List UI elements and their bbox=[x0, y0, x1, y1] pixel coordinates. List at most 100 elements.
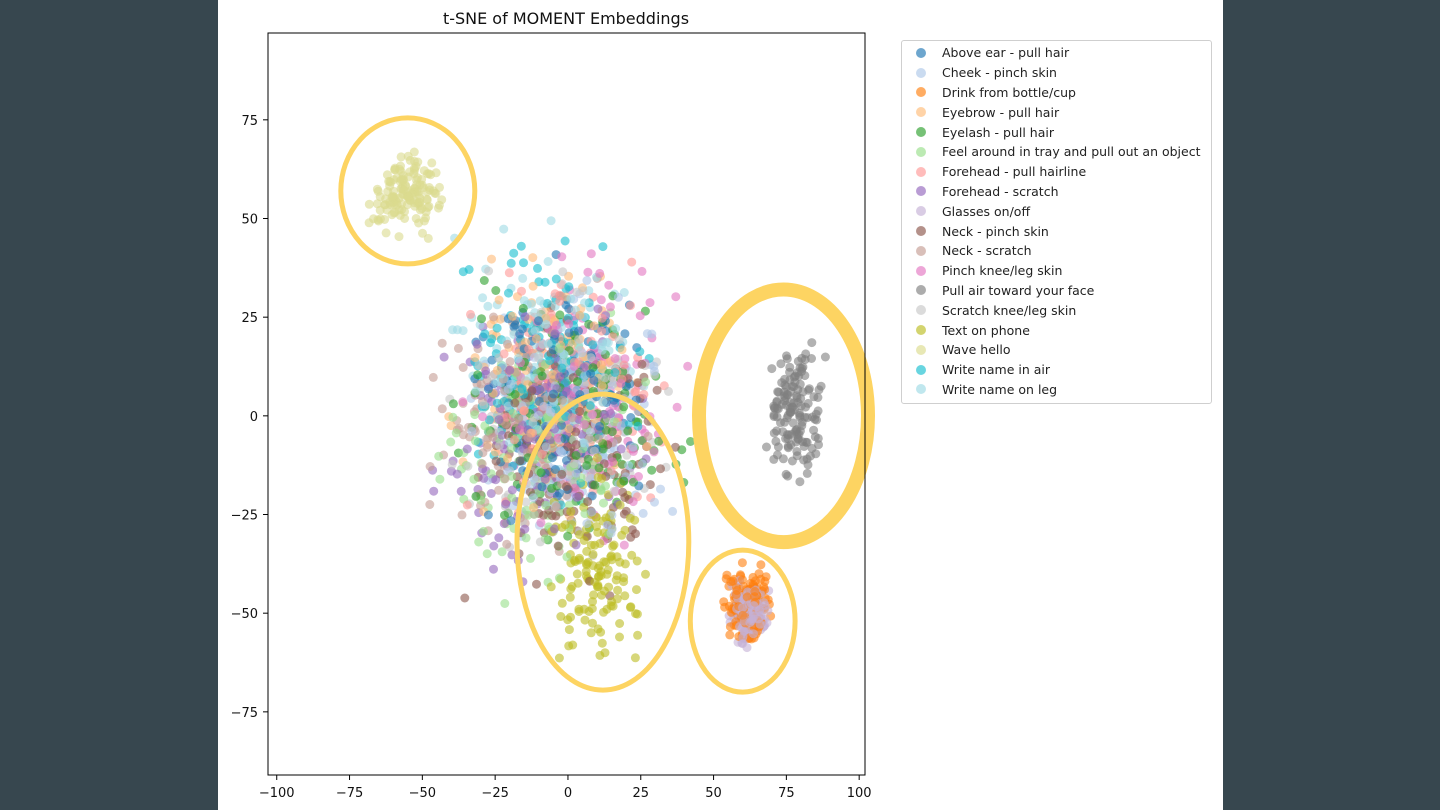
data-point bbox=[414, 197, 424, 207]
data-point bbox=[492, 365, 502, 375]
legend-marker bbox=[916, 265, 926, 276]
data-point bbox=[725, 630, 735, 640]
data-point bbox=[628, 497, 638, 507]
data-point bbox=[586, 353, 596, 363]
data-point bbox=[809, 425, 819, 435]
figure: t-SNE of MOMENT Embeddings −100 −75 −50 −25… bbox=[218, 0, 1223, 810]
data-point bbox=[425, 462, 435, 471]
data-point bbox=[621, 506, 631, 516]
data-point bbox=[627, 525, 637, 535]
data-point bbox=[633, 378, 643, 388]
data-point bbox=[364, 199, 374, 209]
data-point bbox=[566, 294, 576, 304]
data-point bbox=[535, 537, 545, 547]
data-point bbox=[537, 449, 547, 459]
data-point bbox=[742, 592, 752, 602]
data-point bbox=[550, 329, 560, 339]
data-point bbox=[772, 396, 782, 406]
data-point bbox=[506, 258, 516, 268]
data-point bbox=[642, 442, 652, 451]
data-point bbox=[521, 497, 531, 507]
data-point bbox=[504, 288, 513, 298]
data-point bbox=[557, 252, 567, 262]
data-point bbox=[472, 339, 482, 349]
data-point bbox=[501, 499, 511, 509]
data-point bbox=[502, 539, 512, 549]
legend-item: Scratch knee/leg skin bbox=[902, 300, 1211, 320]
data-point bbox=[579, 363, 589, 372]
data-point bbox=[774, 387, 784, 397]
data-point bbox=[606, 466, 616, 476]
data-point bbox=[548, 369, 558, 379]
data-point bbox=[382, 205, 392, 215]
data-point bbox=[627, 257, 637, 267]
data-point bbox=[549, 389, 558, 399]
data-point bbox=[632, 585, 641, 595]
data-point bbox=[479, 526, 488, 536]
x-tick-label: 25 bbox=[632, 786, 649, 801]
legend-label: Above ear - pull hair bbox=[942, 45, 1070, 61]
data-point bbox=[491, 286, 501, 295]
axes: −100 −75 −50 −25 0 25 50 75 100 −75 −50 −25 0 25 50 75 bbox=[231, 114, 872, 801]
data-point bbox=[807, 338, 817, 348]
data-point bbox=[539, 401, 549, 411]
data-point bbox=[467, 426, 477, 436]
data-point bbox=[641, 569, 650, 579]
data-point bbox=[597, 381, 607, 391]
legend-item: Wave hello bbox=[902, 340, 1211, 360]
data-point bbox=[579, 536, 589, 545]
data-point bbox=[478, 293, 488, 303]
y-tick-label: 0 bbox=[250, 410, 258, 425]
data-point bbox=[524, 344, 534, 354]
data-point bbox=[380, 215, 390, 224]
data-point bbox=[820, 352, 830, 362]
data-point bbox=[389, 175, 399, 185]
legend-marker bbox=[916, 325, 926, 336]
data-point bbox=[803, 413, 812, 423]
data-point bbox=[724, 601, 734, 611]
data-point bbox=[566, 507, 576, 517]
data-point bbox=[503, 339, 512, 349]
data-point bbox=[550, 289, 560, 299]
data-point bbox=[600, 373, 610, 383]
data-point bbox=[811, 449, 821, 459]
data-point bbox=[809, 392, 819, 402]
data-point bbox=[577, 348, 587, 358]
data-point bbox=[487, 334, 497, 344]
data-point bbox=[632, 609, 642, 619]
data-point bbox=[451, 428, 461, 438]
data-point bbox=[596, 295, 606, 305]
data-point bbox=[423, 203, 433, 212]
data-point bbox=[570, 483, 580, 493]
legend-marker bbox=[916, 87, 926, 98]
data-point bbox=[589, 375, 599, 385]
legend-marker bbox=[916, 127, 926, 138]
chart-title: t-SNE of MOMENT Embeddings bbox=[443, 9, 689, 28]
data-point bbox=[781, 400, 791, 410]
data-point bbox=[530, 326, 540, 336]
legend-label: Pinch knee/leg skin bbox=[942, 263, 1063, 279]
data-point bbox=[803, 460, 813, 470]
data-point bbox=[503, 454, 512, 464]
data-point bbox=[654, 436, 664, 446]
data-point bbox=[557, 448, 567, 458]
data-point bbox=[458, 363, 468, 372]
data-point bbox=[575, 310, 585, 320]
data-point bbox=[522, 505, 531, 515]
data-point bbox=[601, 513, 611, 523]
data-point bbox=[783, 390, 793, 400]
data-point bbox=[447, 459, 457, 469]
data-point bbox=[481, 366, 491, 376]
legend-item: Cheek - pinch skin bbox=[902, 63, 1211, 83]
data-point bbox=[574, 335, 584, 345]
legend-item: Neck - pinch skin bbox=[902, 221, 1211, 241]
data-point bbox=[572, 287, 582, 297]
data-point bbox=[494, 485, 504, 495]
data-point bbox=[550, 524, 559, 534]
data-point bbox=[460, 593, 470, 603]
data-point bbox=[796, 393, 806, 403]
data-point bbox=[422, 169, 432, 179]
data-point bbox=[619, 476, 629, 486]
data-point bbox=[628, 442, 638, 452]
data-point bbox=[589, 590, 598, 600]
